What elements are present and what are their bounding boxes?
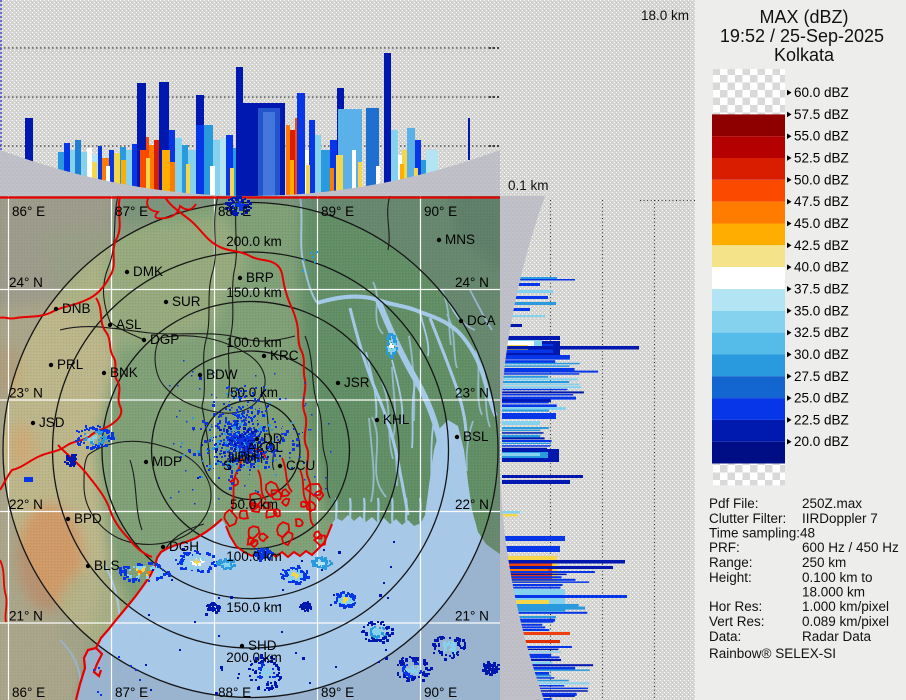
svg-text:150.0 km: 150.0 km bbox=[226, 285, 282, 300]
svg-text:Time sampling:48: Time sampling:48 bbox=[709, 526, 815, 541]
svg-text:87° E: 87° E bbox=[115, 204, 148, 219]
svg-text:DD: DD bbox=[263, 431, 283, 446]
svg-text:55.0 dBZ: 55.0 dBZ bbox=[794, 129, 849, 144]
svg-text:BNK: BNK bbox=[110, 365, 138, 380]
svg-text:100.0 km: 100.0 km bbox=[226, 335, 282, 350]
svg-text:89° E: 89° E bbox=[321, 204, 354, 219]
svg-text:BPD: BPD bbox=[74, 511, 102, 526]
svg-text:50.0 dBZ: 50.0 dBZ bbox=[794, 172, 849, 187]
svg-text:250Z.max: 250Z.max bbox=[802, 496, 862, 511]
svg-text:0.089 km/pixel: 0.089 km/pixel bbox=[802, 614, 889, 629]
svg-text:ASL: ASL bbox=[116, 317, 142, 332]
svg-text:21° N: 21° N bbox=[455, 609, 489, 624]
svg-text:86° E: 86° E bbox=[12, 204, 45, 219]
svg-text:KHL: KHL bbox=[383, 412, 410, 427]
svg-text:BRP: BRP bbox=[246, 270, 274, 285]
svg-text:32.5 dBZ: 32.5 dBZ bbox=[794, 325, 849, 340]
svg-text:88° E: 88° E bbox=[218, 204, 251, 219]
svg-text:600 Hz / 450 Hz: 600 Hz / 450 Hz bbox=[802, 540, 899, 555]
svg-text:Clutter Filter:: Clutter Filter: bbox=[709, 511, 786, 526]
svg-text:SUR: SUR bbox=[172, 294, 201, 309]
svg-text:57.5 dBZ: 57.5 dBZ bbox=[794, 107, 849, 122]
svg-text:87° E: 87° E bbox=[115, 685, 148, 700]
svg-text:45.0 dBZ: 45.0 dBZ bbox=[794, 216, 849, 231]
svg-text:89° E: 89° E bbox=[321, 685, 354, 700]
svg-text:DCA: DCA bbox=[467, 313, 496, 328]
svg-text:52.5 dBZ: 52.5 dBZ bbox=[794, 151, 849, 166]
svg-text:HWH: HWH bbox=[231, 451, 263, 466]
svg-text:35.0 dBZ: 35.0 dBZ bbox=[794, 303, 849, 318]
svg-text:Rainbow® SELEX-SI: Rainbow® SELEX-SI bbox=[709, 646, 836, 661]
svg-text:21° N: 21° N bbox=[9, 609, 43, 624]
svg-text:DMK: DMK bbox=[133, 264, 163, 279]
svg-text:IIRDoppler 7: IIRDoppler 7 bbox=[802, 511, 878, 526]
svg-text:JSD: JSD bbox=[39, 415, 65, 430]
svg-text:Data:: Data: bbox=[709, 629, 741, 644]
svg-text:27.5 dBZ: 27.5 dBZ bbox=[794, 369, 849, 384]
svg-text:DNB: DNB bbox=[62, 301, 91, 316]
svg-text:20.0 dBZ: 20.0 dBZ bbox=[794, 434, 849, 449]
svg-text:Range:: Range: bbox=[709, 555, 753, 570]
svg-text:86° E: 86° E bbox=[12, 685, 45, 700]
svg-text:22.5 dBZ: 22.5 dBZ bbox=[794, 412, 849, 427]
svg-text:0.1 km: 0.1 km bbox=[508, 178, 549, 193]
svg-text:Vert Res:: Vert Res: bbox=[709, 614, 765, 629]
svg-text:100.0 km: 100.0 km bbox=[226, 549, 282, 564]
svg-text:1.000 km/pixel: 1.000 km/pixel bbox=[802, 599, 889, 614]
svg-text:MNS: MNS bbox=[445, 232, 475, 247]
svg-text:KRC: KRC bbox=[270, 348, 299, 363]
svg-text:PRL: PRL bbox=[57, 357, 84, 372]
svg-text:0.100 km to: 0.100 km to bbox=[802, 570, 873, 585]
svg-text:50.0 km: 50.0 km bbox=[230, 497, 278, 512]
svg-text:22° N: 22° N bbox=[9, 497, 43, 512]
svg-text:UBH: UBH bbox=[228, 449, 257, 464]
svg-text:200.0 km: 200.0 km bbox=[226, 650, 282, 665]
svg-text:50.0 km: 50.0 km bbox=[230, 385, 278, 400]
svg-text:Height:: Height: bbox=[709, 570, 752, 585]
svg-text:42.5 dBZ: 42.5 dBZ bbox=[794, 238, 849, 253]
svg-text:22° N: 22° N bbox=[455, 497, 489, 512]
svg-text:JSR: JSR bbox=[344, 375, 370, 390]
svg-text:200.0 km: 200.0 km bbox=[226, 234, 282, 249]
svg-text:24° N: 24° N bbox=[9, 275, 43, 290]
svg-text:MAX (dBZ): MAX (dBZ) bbox=[759, 7, 848, 27]
svg-text:150.0 km: 150.0 km bbox=[226, 600, 282, 615]
svg-text:Hor Res:: Hor Res: bbox=[709, 599, 762, 614]
svg-text:BDW: BDW bbox=[206, 367, 238, 382]
svg-text:Pdf File:: Pdf File: bbox=[709, 496, 759, 511]
svg-text:CCU: CCU bbox=[286, 458, 315, 473]
svg-text:47.5 dBZ: 47.5 dBZ bbox=[794, 194, 849, 209]
svg-text:MDP: MDP bbox=[152, 454, 182, 469]
svg-text:88° E: 88° E bbox=[218, 685, 251, 700]
svg-text:BSL: BSL bbox=[463, 429, 489, 444]
svg-text:40.0 dBZ: 40.0 dBZ bbox=[794, 260, 849, 275]
svg-text:Kolkata: Kolkata bbox=[774, 45, 835, 65]
svg-text:18.0 km: 18.0 km bbox=[641, 8, 689, 23]
svg-text:18.000 km: 18.000 km bbox=[802, 585, 865, 600]
svg-text:90° E: 90° E bbox=[424, 685, 457, 700]
svg-text:PRF:: PRF: bbox=[709, 540, 740, 555]
svg-text:23° N: 23° N bbox=[9, 386, 43, 401]
svg-text:SHD: SHD bbox=[248, 638, 277, 653]
svg-text:90° E: 90° E bbox=[424, 204, 457, 219]
svg-text:30.0 dBZ: 30.0 dBZ bbox=[794, 347, 849, 362]
svg-text:DGH: DGH bbox=[169, 539, 199, 554]
svg-text:DGP: DGP bbox=[150, 332, 179, 347]
svg-text:Radar Data: Radar Data bbox=[802, 629, 872, 644]
svg-text:AKOL: AKOL bbox=[247, 440, 284, 455]
svg-text:19:52 / 25-Sep-2025: 19:52 / 25-Sep-2025 bbox=[720, 26, 884, 46]
svg-text:37.5 dBZ: 37.5 dBZ bbox=[794, 282, 849, 297]
svg-text:25.0 dBZ: 25.0 dBZ bbox=[794, 391, 849, 406]
svg-text:60.0 dBZ: 60.0 dBZ bbox=[794, 85, 849, 100]
svg-text:250 km: 250 km bbox=[802, 555, 846, 570]
svg-text:24° N: 24° N bbox=[455, 275, 489, 290]
svg-text:S: S bbox=[223, 458, 232, 473]
svg-text:BLS: BLS bbox=[94, 558, 120, 573]
svg-text:23° N: 23° N bbox=[455, 386, 489, 401]
